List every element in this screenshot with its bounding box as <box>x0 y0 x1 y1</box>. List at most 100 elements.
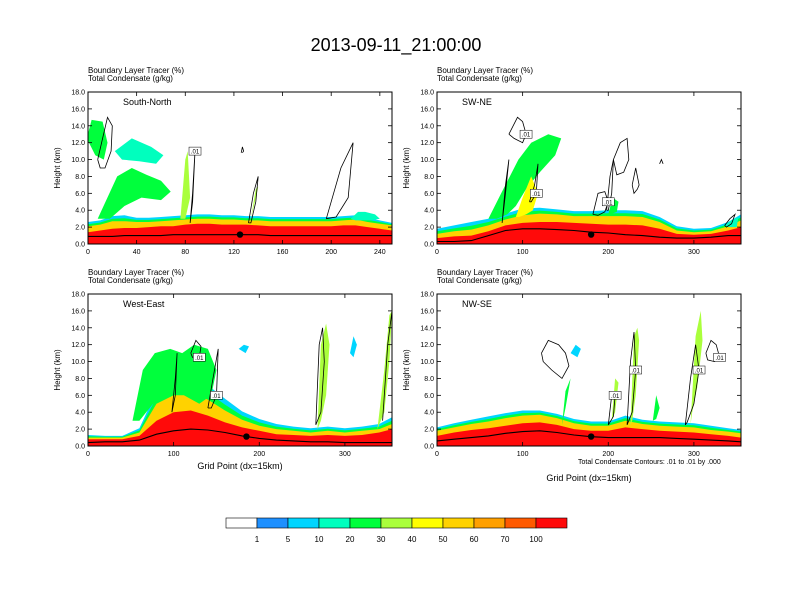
contour-label: .01 <box>631 369 640 375</box>
y-tick-label: 10.0 <box>420 157 434 164</box>
colorbar-swatch <box>225 517 258 529</box>
contour-label-box <box>608 391 622 400</box>
tracer-band-100 <box>88 410 392 446</box>
condensate-contour <box>190 339 202 358</box>
contour-label-box <box>602 197 615 207</box>
tracer-plume <box>97 168 171 219</box>
panel-frame <box>87 91 393 245</box>
tracer-plume <box>515 176 538 217</box>
y-tick-label: 14.0 <box>71 123 85 130</box>
panel-frame <box>436 293 742 447</box>
panel-title-line1: Boundary Layer Tracer (%) <box>437 66 533 75</box>
condensate-contour <box>631 167 640 195</box>
y-tick-label: 8.0 <box>75 376 85 383</box>
contour-label: .01 <box>604 200 613 206</box>
y-tick-label: 0.0 <box>424 444 434 451</box>
location-marker <box>587 433 595 440</box>
y-tick-label: 6.0 <box>424 191 434 198</box>
colorbar-label: 50 <box>439 535 448 544</box>
x-tick-label: 40 <box>133 249 141 256</box>
condensate-contour <box>325 142 354 220</box>
contour-label: .01 <box>611 394 620 400</box>
y-tick-label: 6.0 <box>75 191 85 198</box>
tracer-plume <box>488 134 562 219</box>
x-tick-label: 200 <box>602 451 614 458</box>
x-tick-label: 100 <box>517 451 529 458</box>
y-tick-label: 4.0 <box>424 410 434 417</box>
x-tick-label: 80 <box>181 249 189 256</box>
x-axis-label: Grid Point (dx=15km) <box>197 461 282 471</box>
colorbar-swatch <box>287 517 320 529</box>
colorbar-swatch <box>256 517 289 529</box>
panel-title-line1: Boundary Layer Tracer (%) <box>88 268 184 277</box>
contour-label: .01 <box>522 133 531 139</box>
panel-title-line1: Boundary Layer Tracer (%) <box>88 66 184 75</box>
y-tick-label: 10.0 <box>71 157 85 164</box>
contour-label-box <box>193 353 206 362</box>
y-tick-label: 0.0 <box>424 242 434 249</box>
y-tick-label: 18.0 <box>420 90 434 97</box>
x-tick-label: 300 <box>688 249 700 256</box>
x-tick-label: 120 <box>228 249 240 256</box>
panel-title-line2: Total Condensate (g/kg) <box>437 74 522 83</box>
x-tick-label: 300 <box>688 451 700 458</box>
contour-label: .01 <box>212 394 221 400</box>
y-tick-label: 12.0 <box>71 342 85 349</box>
panel-title-line1: Boundary Layer Tracer (%) <box>437 268 533 277</box>
x-tick-label: 200 <box>325 249 337 256</box>
colorbar: 1 5 10 20 30 40 50 60 70 100 <box>225 517 568 544</box>
panel-inner-label: SW-NE <box>462 97 492 107</box>
y-tick-label: 2.0 <box>75 427 85 434</box>
y-tick-label: 10.0 <box>420 359 434 366</box>
plot-area: .01 .01 .01 .01 <box>437 310 741 446</box>
y-tick-label: 6.0 <box>75 393 85 400</box>
y-tick-label: 4.0 <box>75 208 85 215</box>
y-tick-label: 12.0 <box>420 140 434 147</box>
tracer-plume <box>562 378 571 425</box>
y-tick-label: 10.0 <box>71 359 85 366</box>
y-tick-label: 6.0 <box>424 393 434 400</box>
contour-label-box <box>188 146 202 156</box>
condensate-contour <box>606 159 614 211</box>
colorbar-swatch <box>380 517 413 529</box>
y-tick-label: 12.0 <box>420 342 434 349</box>
panel-title-line2: Total Condensate (g/kg) <box>88 276 173 285</box>
y-axis-label: Height (km) <box>53 147 62 189</box>
y-tick-label: 2.0 <box>75 225 85 232</box>
tracer-plume <box>114 138 164 164</box>
contour-label: .01 <box>191 150 200 156</box>
y-tick-label: 16.0 <box>71 106 85 113</box>
condensate-contour <box>529 163 539 203</box>
tracer-plume <box>88 119 108 160</box>
colorbar-label: 60 <box>470 535 479 544</box>
x-tick-label: 240 <box>374 249 386 256</box>
contour-label-box <box>713 353 726 362</box>
plot-area: .01 .01 <box>88 310 392 446</box>
condensate-contour <box>541 339 570 380</box>
y-tick-label: 12.0 <box>71 140 85 147</box>
x-tick-label: 100 <box>168 451 180 458</box>
x-axis-label: Grid Point (dx=15km) <box>546 473 631 483</box>
condensate-contour <box>501 159 510 223</box>
contour-label: .01 <box>715 356 724 362</box>
colorbar-label: 1 <box>255 535 260 544</box>
panel-inner-label: NW-SE <box>462 299 492 309</box>
y-tick-label: 18.0 <box>420 292 434 299</box>
location-marker <box>243 433 250 440</box>
tracer-plume <box>652 395 660 421</box>
y-axis-label: Height (km) <box>53 349 62 391</box>
tracer-plume <box>238 344 249 354</box>
panel-south-north: .01 0.0 2.0 4.0 6.0 8.0 10.0 12.0 14.0 16.0 18.0 0 4… <box>53 66 393 256</box>
x-tick-label: 0 <box>86 249 90 256</box>
panels-group: .01 0.0 2.0 4.0 6.0 8.0 10.0 12.0 14.0 16.0 18.0 0 4… <box>53 66 742 483</box>
x-tick-label: 0 <box>86 451 90 458</box>
contour-label: .01 <box>532 192 541 198</box>
panel-title-line2: Total Condensate (g/kg) <box>437 276 522 285</box>
panel-sw-ne: .01 .01 .01 0.0 2.0 4.0 6.0 8.0 10.0 12.0 14.0 16.0… <box>402 66 742 256</box>
y-tick-label: 14.0 <box>71 325 85 332</box>
contour-label: .01 <box>195 356 204 362</box>
panel-frame <box>436 91 742 245</box>
colorbar-swatch <box>318 517 351 529</box>
y-tick-label: 8.0 <box>75 174 85 181</box>
